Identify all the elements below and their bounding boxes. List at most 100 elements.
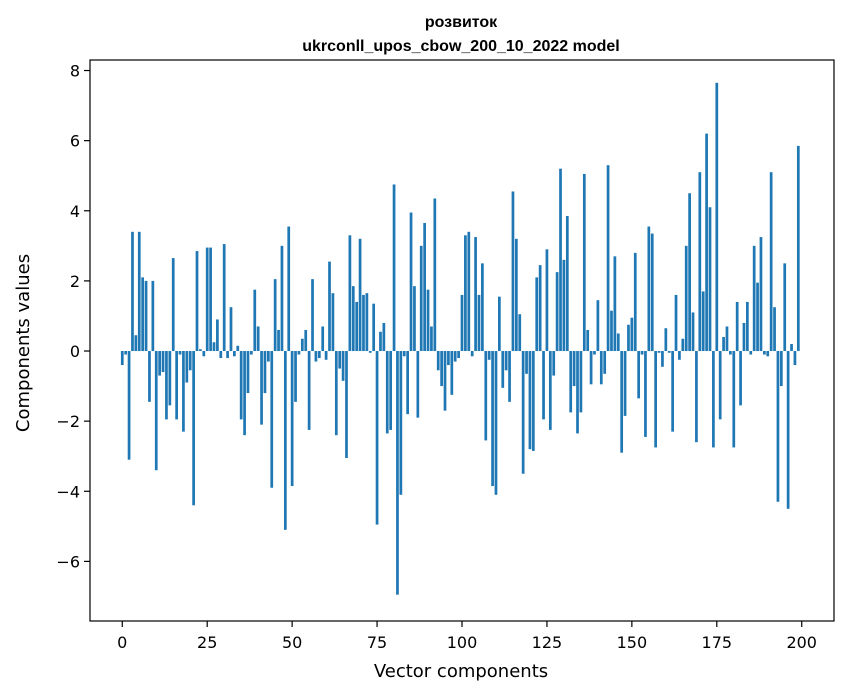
y-tick-label: 4 (70, 202, 80, 221)
bar-197 (790, 344, 793, 352)
bar-105 (477, 294, 481, 352)
bar-57 (314, 351, 318, 362)
bar-199 (796, 145, 800, 352)
bar-153 (640, 351, 644, 355)
bar-175 (715, 82, 719, 352)
bar-2 (127, 351, 131, 460)
bar-187 (756, 282, 759, 352)
bar-76 (379, 331, 382, 352)
bar-181 (735, 301, 739, 352)
bar-7 (144, 280, 148, 352)
bar-13 (165, 351, 168, 420)
bar-159 (661, 351, 664, 367)
bar-18 (182, 351, 185, 432)
bar-48 (283, 351, 287, 530)
bar-33 (233, 351, 236, 357)
bar-78 (385, 351, 389, 434)
bar-149 (627, 324, 630, 352)
bar-50 (290, 351, 294, 487)
bar-67 (348, 235, 352, 352)
bar-6 (141, 277, 145, 352)
y-axis-label: Components values (13, 254, 34, 432)
bar-132 (569, 351, 573, 413)
bar-65 (341, 351, 345, 381)
bar-94 (440, 351, 443, 387)
y-tick-label: 2 (70, 272, 80, 291)
bar-36 (243, 351, 246, 436)
bar-45 (273, 279, 277, 352)
bar-144 (610, 310, 613, 352)
bar-49 (287, 226, 291, 352)
bar-86 (413, 286, 416, 352)
bar-113 (504, 351, 508, 371)
bar-17 (178, 351, 182, 355)
bar-99 (457, 351, 460, 359)
bar-29 (219, 351, 223, 359)
bar-117 (518, 314, 522, 352)
bar-129 (559, 168, 562, 352)
bar-112 (501, 351, 505, 388)
bar-156 (650, 233, 654, 352)
bar-130 (562, 259, 566, 352)
bar-95 (443, 351, 447, 411)
bar-161 (667, 351, 671, 353)
bar-46 (277, 329, 280, 352)
bar-64 (338, 351, 342, 369)
bar-12 (161, 351, 165, 373)
bar-90 (426, 289, 430, 352)
bar-120 (528, 351, 532, 450)
bar-170 (698, 172, 702, 352)
bar-52 (297, 351, 301, 355)
bar-16 (175, 351, 178, 420)
bar-157 (654, 351, 657, 448)
bar-25 (205, 247, 209, 352)
bar-107 (484, 351, 488, 441)
bar-38 (250, 351, 253, 355)
bar-61 (328, 261, 331, 352)
bar-9 (151, 280, 155, 352)
bar-80 (392, 184, 396, 352)
bar-54 (304, 329, 308, 352)
x-tick-label: 0 (117, 633, 127, 652)
bar-75 (375, 351, 379, 525)
bar-69 (355, 301, 359, 352)
bar-143 (606, 165, 610, 352)
bar-155 (647, 226, 651, 352)
bar-146 (616, 333, 620, 352)
bar-136 (582, 173, 586, 352)
bar-82 (399, 351, 403, 495)
bar-63 (334, 351, 338, 436)
bar-183 (742, 322, 746, 352)
bar-3 (131, 231, 134, 352)
bar-14 (168, 351, 172, 406)
bar-145 (613, 256, 617, 352)
bar-55 (307, 351, 311, 430)
bar-41 (260, 351, 263, 425)
bar-83 (402, 351, 406, 357)
x-tick-label: 75 (367, 633, 387, 652)
bar-196 (786, 351, 790, 509)
bar-31 (226, 351, 229, 359)
bar-137 (586, 329, 590, 352)
bar-124 (542, 351, 545, 420)
bar-37 (246, 351, 250, 394)
bar-106 (481, 263, 484, 352)
bar-22 (195, 251, 199, 352)
x-tick-label: 175 (702, 633, 733, 652)
bar-168 (691, 312, 695, 352)
bar-87 (416, 351, 420, 418)
bar-20 (188, 351, 192, 371)
bar-30 (222, 244, 226, 352)
bar-174 (712, 351, 715, 448)
bar-39 (253, 289, 257, 352)
bar-158 (657, 351, 661, 353)
bar-42 (263, 351, 267, 394)
y-tick-label: 8 (70, 62, 80, 81)
bar-68 (351, 286, 355, 352)
bar-96 (447, 351, 450, 366)
bar-173 (708, 207, 712, 352)
bar-198 (793, 351, 797, 366)
x-axis-label: Vector components (374, 661, 548, 682)
